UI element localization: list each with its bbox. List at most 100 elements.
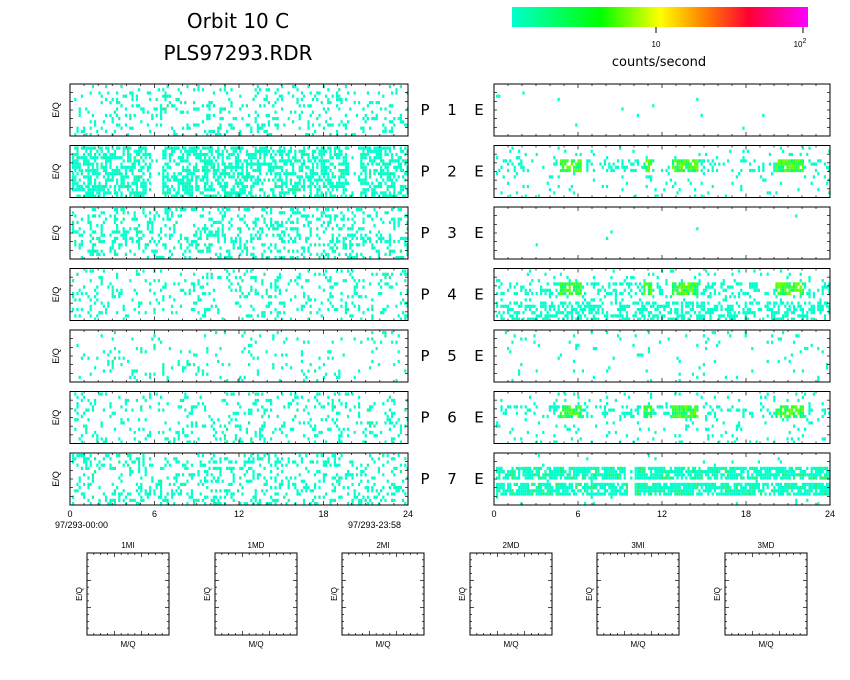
cell	[775, 317, 778, 321]
cell	[529, 282, 532, 286]
cell	[118, 295, 121, 299]
cell	[575, 165, 578, 169]
cell	[177, 214, 180, 218]
cell	[722, 288, 725, 292]
cell	[362, 285, 365, 289]
cell	[226, 194, 229, 198]
cell	[564, 282, 567, 286]
cell	[773, 411, 776, 415]
cell	[162, 152, 165, 157]
cell	[96, 252, 99, 256]
cell	[375, 211, 378, 215]
cell	[511, 427, 514, 431]
cell	[713, 414, 716, 419]
cell	[819, 298, 822, 302]
cell	[193, 208, 196, 212]
cell	[636, 159, 639, 163]
cell	[116, 194, 119, 198]
cell	[307, 152, 310, 157]
cell	[232, 152, 235, 157]
cell	[735, 427, 738, 431]
cell	[173, 159, 176, 163]
cell	[217, 191, 220, 195]
cell	[127, 230, 130, 234]
cell	[265, 233, 268, 237]
cell	[210, 243, 213, 247]
cell	[111, 288, 114, 292]
cell	[215, 149, 218, 153]
cell	[186, 159, 189, 163]
cell	[362, 181, 365, 185]
cell	[333, 149, 336, 153]
cell	[193, 240, 196, 244]
cell	[344, 159, 347, 163]
cell	[711, 168, 714, 173]
cell	[344, 168, 347, 173]
cell	[687, 408, 690, 412]
cell	[307, 236, 310, 240]
cell	[579, 317, 582, 321]
cell	[388, 178, 391, 182]
cell	[362, 117, 365, 121]
cell	[360, 208, 363, 212]
cell	[331, 418, 334, 422]
cell	[223, 184, 226, 189]
cell	[140, 156, 143, 160]
cell	[281, 149, 284, 153]
cell	[570, 411, 573, 415]
cell	[395, 91, 398, 95]
cell	[245, 168, 248, 173]
cell	[135, 184, 138, 189]
cell	[80, 168, 83, 173]
cell	[87, 191, 90, 195]
cell	[575, 301, 578, 305]
cell	[360, 181, 363, 185]
cell	[131, 217, 134, 221]
cell	[199, 236, 202, 240]
cell	[124, 230, 127, 234]
cell	[696, 301, 699, 305]
cell	[689, 307, 692, 312]
cell	[358, 101, 361, 105]
cell	[184, 256, 187, 260]
cell	[184, 149, 187, 153]
cell	[190, 149, 193, 153]
cell	[116, 91, 119, 95]
cell	[391, 156, 394, 160]
cell	[322, 181, 325, 185]
cell	[790, 317, 793, 321]
cell	[559, 411, 562, 415]
cell	[782, 301, 785, 305]
cell	[364, 175, 367, 179]
cell	[795, 159, 798, 163]
cell	[742, 414, 745, 419]
cell	[358, 307, 361, 312]
cell	[504, 411, 507, 415]
cell	[245, 252, 248, 256]
cell	[500, 304, 503, 308]
cell	[171, 146, 174, 150]
cell	[369, 214, 372, 218]
cell	[80, 398, 83, 403]
cell	[362, 217, 365, 221]
cell	[702, 301, 705, 305]
cell	[678, 408, 681, 412]
cell	[384, 191, 387, 195]
cell	[522, 91, 525, 95]
cell	[799, 307, 802, 312]
cell	[500, 317, 503, 321]
cell	[228, 97, 231, 101]
cell	[614, 295, 617, 299]
cell	[94, 366, 97, 370]
cell	[625, 165, 628, 169]
cell	[186, 414, 189, 419]
cell	[294, 188, 297, 192]
cell	[219, 220, 222, 224]
cell	[511, 162, 514, 166]
cell	[309, 227, 312, 231]
cell	[762, 317, 765, 321]
cell	[138, 178, 141, 182]
cell	[228, 165, 231, 169]
cell	[83, 285, 86, 289]
cell	[234, 191, 237, 195]
